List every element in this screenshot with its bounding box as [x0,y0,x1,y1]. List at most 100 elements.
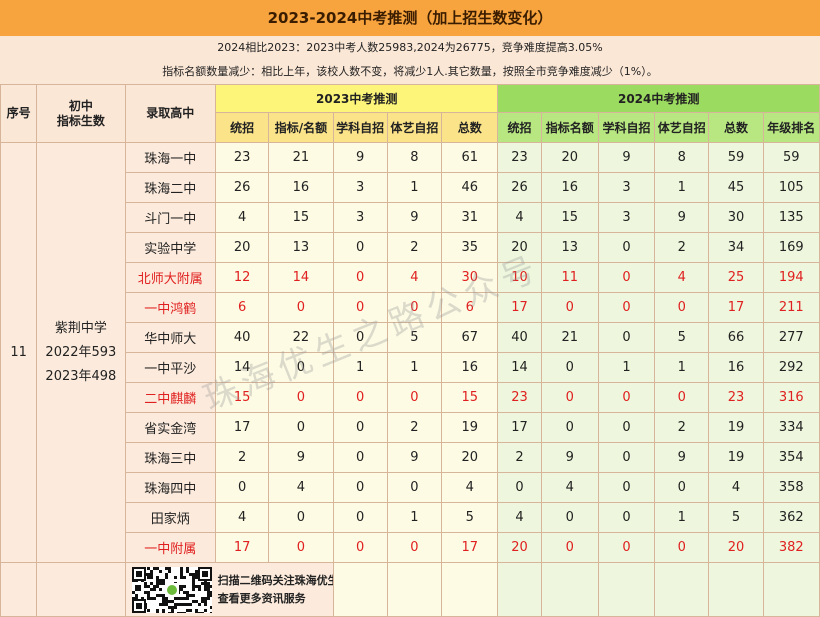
footer-empty-cell [540,562,599,617]
footer-empty-cell [762,562,820,617]
footer-empty-cell [497,562,542,617]
cell-2023: 12 [215,262,270,293]
cell-2023: 9 [332,142,388,173]
cell-2024: 0 [597,532,656,563]
header-group-2023: 2023中考推测 [215,84,499,113]
cell-2024: 20 [497,232,542,263]
cell-2024: 0 [597,442,656,473]
cell-2023: 0 [268,292,334,323]
cell-2023: 0 [386,532,443,563]
header-2023-col: 统招 [215,112,270,143]
footer-empty-cell [597,562,656,617]
cell-2023: 0 [332,292,388,323]
footer-empty-cell [0,562,38,617]
header-2023-col: 体艺自招 [386,112,443,143]
junior-school-line: 2023年498 [45,368,117,384]
cell-2024: 17 [708,292,764,323]
cell-2023: 4 [215,202,270,233]
cell-2023: 9 [386,442,443,473]
cell-2024: 20 [708,532,764,563]
seq-cell: 11 [0,142,38,563]
cell-2024: 30 [708,202,764,233]
cell-2024: 316 [762,382,820,413]
header-2023-col: 指标/名额 [268,112,334,143]
cell-2023: 0 [332,502,388,533]
cell-2023: 30 [441,262,499,293]
cell-2023: 0 [332,262,388,293]
cell-2024: 9 [654,202,710,233]
cell-2023: 17 [215,532,270,563]
cell-2024: 16 [540,172,599,203]
header-2024-col: 体艺自招 [654,112,710,143]
qr-promo-cell: 扫描二维码关注珠海优生之路查看更多资讯服务 [124,562,334,617]
cell-2023: 16 [441,352,499,383]
cell-2024: 59 [708,142,764,173]
footer-empty-cell [441,562,499,617]
cell-2024: 292 [762,352,820,383]
header-2024-col: 指标名额 [540,112,599,143]
cell-2023: 2 [215,442,270,473]
cell-2023: 1 [386,502,443,533]
header-junior-line2: 指标生数 [56,113,105,128]
note-line: 2024相比2023：2023中考人数25983,2024为26775，竞争难度… [217,41,603,54]
table-row: 珠海三中 2 9 0 9 20 2 9 0 9 19 354 [1,442,820,473]
cell-2024: 194 [762,262,820,293]
cell-2024: 19 [708,442,764,473]
cell-2024: 14 [497,352,542,383]
cell-2024: 17 [497,412,542,443]
cell-2024: 16 [708,352,764,383]
cell-2024: 362 [762,502,820,533]
cell-2024: 5 [708,502,764,533]
cell-2024: 0 [597,322,656,353]
cell-2023: 15 [215,382,270,413]
cell-2024: 3 [597,202,656,233]
header-2024-col: 学科自招 [597,112,656,143]
qr-code-icon[interactable] [131,566,213,615]
cell-2024: 1 [654,172,710,203]
cell-2023: 23 [215,142,270,173]
header-2023-col: 总数 [441,112,499,143]
cell-2024: 0 [654,472,710,503]
cell-2023: 0 [386,382,443,413]
cell-2023: 4 [441,472,499,503]
qr-caption-line: 查看更多资讯服务 [217,591,306,605]
cell-2024: 358 [762,472,820,503]
cell-2024: 21 [540,322,599,353]
cell-2023: 0 [268,412,334,443]
cell-2024: 13 [540,232,599,263]
cell-2023: 0 [332,382,388,413]
footer-empty-cell [332,562,388,617]
cell-2023: 17 [441,532,499,563]
cell-2023: 0 [332,442,388,473]
cell-2024: 0 [597,232,656,263]
header-row-group: 序号 初中 指标生数 录取高中 2023中考推测 2024中考推测 [0,84,820,143]
high-school-name: 珠海四中 [124,472,217,503]
high-school-name: 一中附属 [124,532,217,563]
header-school: 录取高中 [124,84,217,143]
high-school-name: 华中师大 [124,322,217,353]
cell-2024: 34 [708,232,764,263]
junior-school-line: 紫荆中学 [54,320,107,336]
cell-2024: 0 [654,382,710,413]
cell-2023: 0 [386,292,443,323]
cell-2024: 9 [654,442,710,473]
cell-2023: 3 [332,172,388,203]
cell-2023: 0 [268,502,334,533]
cell-2024: 19 [708,412,764,443]
high-school-name: 珠海三中 [124,442,217,473]
cell-2024: 4 [497,502,542,533]
cell-2024: 20 [497,532,542,563]
cell-2024: 10 [497,262,542,293]
header-2024-col: 年级排名 [762,112,820,143]
cell-2024: 0 [540,412,599,443]
cell-2023: 0 [268,352,334,383]
cell-2023: 31 [441,202,499,233]
cell-2023: 0 [215,472,270,503]
cell-2023: 8 [386,142,443,173]
cell-2024: 1 [654,502,710,533]
high-school-name: 田家炳 [124,502,217,533]
cell-2024: 66 [708,322,764,353]
table-row: 田家炳 4 0 0 1 5 4 0 0 1 5 362 [1,502,820,533]
table-row: 珠海二中 26 16 3 1 46 26 16 3 1 45 105 [1,172,820,203]
